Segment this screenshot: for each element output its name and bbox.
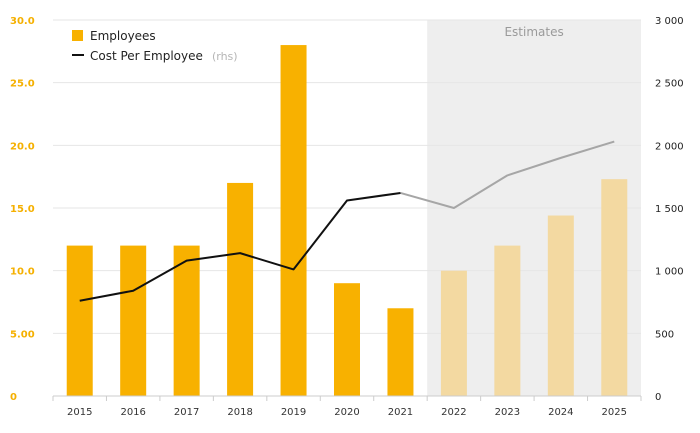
x-tick-label: 2016 <box>120 407 145 418</box>
bar-employees-2017 <box>173 245 200 396</box>
left-tick-label: 30.0 <box>10 16 35 27</box>
x-tick-label: 2025 <box>602 407 627 418</box>
right-tick-label: 3 000 <box>655 16 684 27</box>
bar-series-employees <box>66 45 628 397</box>
bar-employees-2020 <box>334 283 360 396</box>
left-tick-label: 5.00 <box>10 329 35 340</box>
left-tick-label: 0 <box>10 392 17 403</box>
left-tick-label: 20.0 <box>10 141 35 152</box>
bar-employees-2023 <box>494 245 521 396</box>
x-tick-label: 2018 <box>227 407 252 418</box>
x-tick-label: 2022 <box>441 407 466 418</box>
legend-cost-label: Cost Per Employee (rhs) <box>90 45 238 64</box>
right-tick-label: 500 <box>655 329 674 340</box>
x-tick-label: 2015 <box>67 407 92 418</box>
left-tick-label: 10.0 <box>10 267 35 278</box>
line-cost-per-employee-actual <box>79 191 401 302</box>
x-tick-label: 2020 <box>334 407 359 418</box>
bar-employees-2024 <box>547 215 574 396</box>
x-tick-label: 2017 <box>174 407 199 418</box>
right-tick-label: 2 000 <box>655 141 684 152</box>
bar-employees-2019 <box>280 45 307 397</box>
bar-employees-2025 <box>601 179 628 396</box>
legend-cost-label-rhs: (rhs) <box>212 50 238 63</box>
estimates-label: Estimates <box>504 25 563 39</box>
legend-cost-label-main: Cost Per Employee <box>90 49 203 63</box>
x-tick-label: 2021 <box>388 407 413 418</box>
gridlines <box>53 19 641 334</box>
line-series-cost-per-employee <box>79 140 615 302</box>
right-tick-label: 2 500 <box>655 79 684 90</box>
legend: Employees Cost Per Employee (rhs) <box>72 29 238 64</box>
left-tick-label: 15.0 <box>10 204 35 215</box>
bar-employees-2022 <box>440 270 467 396</box>
x-tick-label: 2024 <box>548 407 573 418</box>
left-tick-label: 25.0 <box>10 79 35 90</box>
right-tick-label: 1 500 <box>655 204 684 215</box>
bar-employees-2018 <box>227 182 254 396</box>
axes: 0 5.00 10.0 15.0 20.0 25.0 30.0 0 500 1 000 1 500 2… <box>10 16 684 418</box>
bar-employees-2021 <box>387 308 414 396</box>
line-cost-per-employee-estimate <box>400 140 615 209</box>
bar-employees-2015 <box>66 245 93 396</box>
right-tick-label: 0 <box>655 392 661 403</box>
x-tick-label: 2019 <box>281 407 306 418</box>
x-tick-label: 2023 <box>495 407 520 418</box>
legend-employees-swatch <box>72 30 83 41</box>
right-tick-label: 1 000 <box>655 267 684 278</box>
legend-employees-label: Employees <box>90 29 156 43</box>
bar-employees-2016 <box>120 245 147 396</box>
